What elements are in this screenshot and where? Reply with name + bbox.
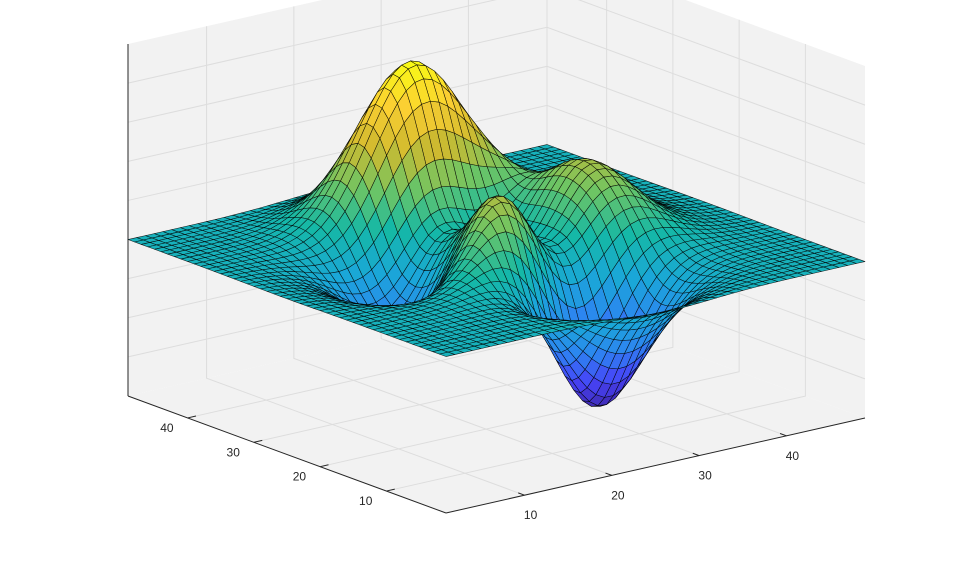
x-tick-label: 10 [524,508,538,522]
y-tick-mark [253,439,263,443]
tick-labels: 10 20 30 40 10 20 30 40 [160,421,799,522]
axis-lines [127,44,866,514]
x-tick-label: 40 [786,449,800,463]
x-tick-mark [692,452,700,457]
y-tick-mark [386,488,395,492]
y-tick-mark [320,464,329,468]
y-tick-label: 20 [293,470,307,484]
x-axis-line [445,417,866,514]
x-tick-label: 20 [611,488,625,502]
x-tick-label: 30 [698,469,712,483]
floor-pane [128,301,865,513]
surface-facet [599,203,616,227]
y-tick-label: 30 [227,445,241,459]
surface-facet [399,68,416,91]
y-tick-label: 10 [359,494,373,508]
z-grid-line [127,0,866,106]
surface-facet [439,351,456,357]
surface-mesh [127,60,866,407]
y-tick-label: 40 [160,421,174,435]
y-axis-line [127,395,447,514]
x-tick-mark [518,492,525,496]
y-tick-mark [187,415,197,419]
x-tick-mark [605,472,613,476]
x-tick-mark [779,433,787,437]
